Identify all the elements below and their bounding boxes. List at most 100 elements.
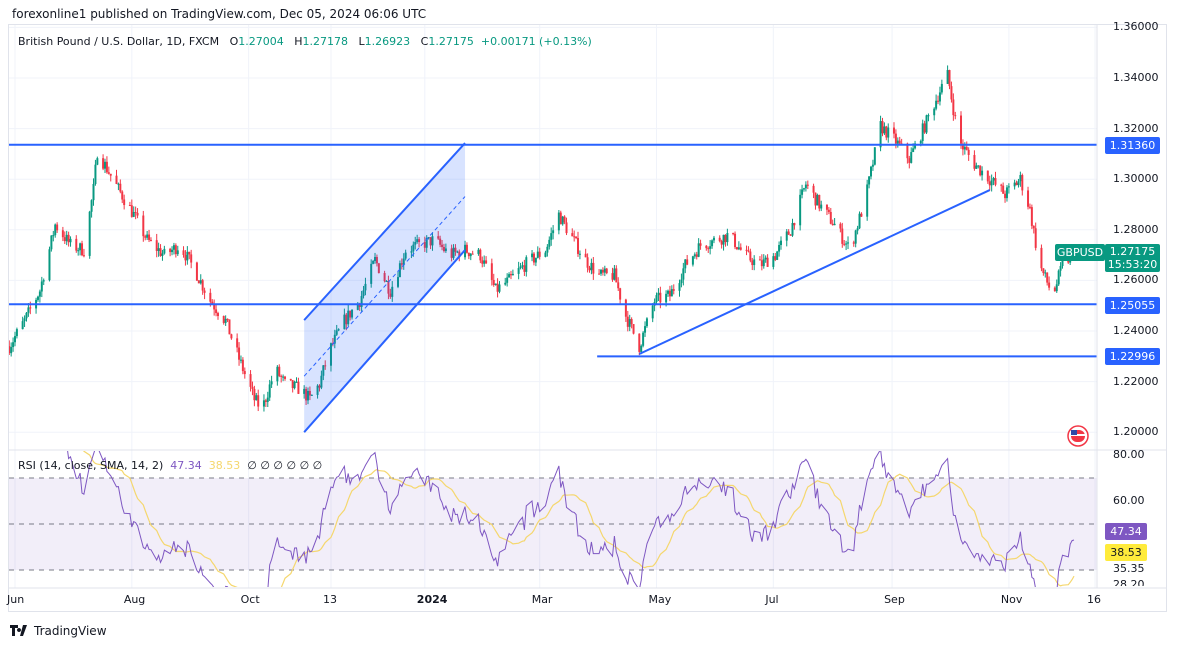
candle-body [146, 234, 149, 238]
candle-body [937, 100, 940, 102]
candle-body [431, 236, 434, 246]
candle-body [50, 235, 53, 250]
candle-body [92, 183, 95, 201]
rsi-legend-value: 47.34 [170, 459, 202, 472]
candle-body [1067, 260, 1070, 263]
candle-body [575, 236, 578, 239]
candle-body [801, 189, 804, 195]
symbol-description[interactable]: British Pound / U.S. Dollar, 1D, FXCM [18, 35, 220, 48]
candle-body [820, 204, 823, 209]
candle-body [266, 397, 269, 402]
candle-body [726, 233, 729, 243]
candle-body [102, 158, 105, 169]
candle-body [38, 291, 41, 297]
candle-body [370, 263, 373, 284]
candle-body [176, 250, 179, 255]
candle-body [385, 280, 388, 282]
candle-body [54, 224, 57, 236]
candle-body [12, 342, 15, 348]
candle-body [329, 343, 332, 366]
candle-body [986, 170, 989, 182]
candle-body [159, 248, 162, 256]
channel-lower-line [303, 249, 466, 433]
candle-body [912, 148, 915, 153]
candle-body [894, 133, 897, 144]
level-tag-top: 1.31360 [1105, 137, 1160, 154]
candle-body [712, 237, 715, 241]
candle-body [450, 248, 453, 258]
candle-body [1048, 282, 1051, 288]
candle-body [645, 318, 648, 327]
candle-body [519, 266, 522, 269]
candle-body [209, 292, 212, 302]
candle-body [1032, 225, 1035, 229]
candle-body [640, 345, 643, 352]
candle-body [584, 253, 587, 258]
low-value: 1.26923 [364, 35, 411, 48]
candle-body [48, 249, 51, 281]
candle-body [940, 83, 943, 93]
candle-body [375, 257, 378, 264]
rsi-title[interactable]: RSI (14, close, SMA, 14, 2) [18, 459, 164, 472]
candle-body [521, 265, 524, 267]
candle-body [532, 253, 535, 263]
candle-body [626, 316, 629, 327]
grid [9, 25, 1097, 588]
price-axis-label: 1.24000 [1113, 324, 1159, 337]
candle-body [257, 395, 260, 407]
candle-body [1030, 207, 1033, 226]
candle-body [843, 243, 846, 245]
close-label: C [420, 35, 429, 48]
candle-body [856, 228, 859, 231]
candle-body [255, 395, 258, 401]
candle-body [751, 260, 754, 266]
candle-body [868, 176, 871, 185]
candle-body [814, 192, 817, 206]
candle-body [841, 228, 844, 244]
close-value: 1.27175 [428, 35, 474, 48]
time-axis-label: Aug [123, 593, 146, 606]
candle-body [753, 259, 756, 266]
candle-body [496, 283, 499, 292]
candle-body [764, 257, 767, 260]
candle-body [94, 164, 97, 184]
candle-body [215, 309, 218, 314]
candle-body [1028, 206, 1031, 208]
candle-body [1019, 175, 1022, 182]
candle-body [21, 321, 24, 330]
candle-body [954, 115, 957, 117]
candle-body [239, 359, 242, 361]
price-axis-label: 1.20000 [1113, 425, 1159, 439]
candle-body [483, 260, 486, 264]
candle-body [833, 223, 836, 226]
candle-body [789, 234, 792, 236]
candle-body [442, 246, 445, 252]
candle-body [952, 99, 955, 116]
footer-brand[interactable]: TradingView [10, 624, 107, 638]
candle-body [605, 268, 608, 274]
candle-body [201, 280, 204, 291]
candle-body [291, 380, 294, 389]
candle-body [190, 254, 193, 263]
candle-body [155, 240, 158, 251]
candle-body [758, 259, 761, 261]
candle-body [303, 388, 306, 394]
candle-body [745, 249, 748, 251]
candle-body [1053, 287, 1056, 292]
candle-body [27, 307, 30, 313]
candle-body [1015, 182, 1018, 186]
candle-body [812, 185, 815, 193]
candle-body [1046, 272, 1049, 283]
candle-body [397, 277, 399, 287]
candle-body [791, 223, 794, 236]
candle-body [308, 390, 311, 396]
candle-body [772, 256, 775, 267]
flag-icon[interactable] [1067, 425, 1089, 447]
candle-body [398, 263, 401, 278]
candle-body [632, 324, 635, 334]
candle-body [387, 280, 390, 294]
candle-body [211, 301, 214, 305]
candle-body [992, 178, 995, 181]
candle-body [1044, 272, 1047, 274]
